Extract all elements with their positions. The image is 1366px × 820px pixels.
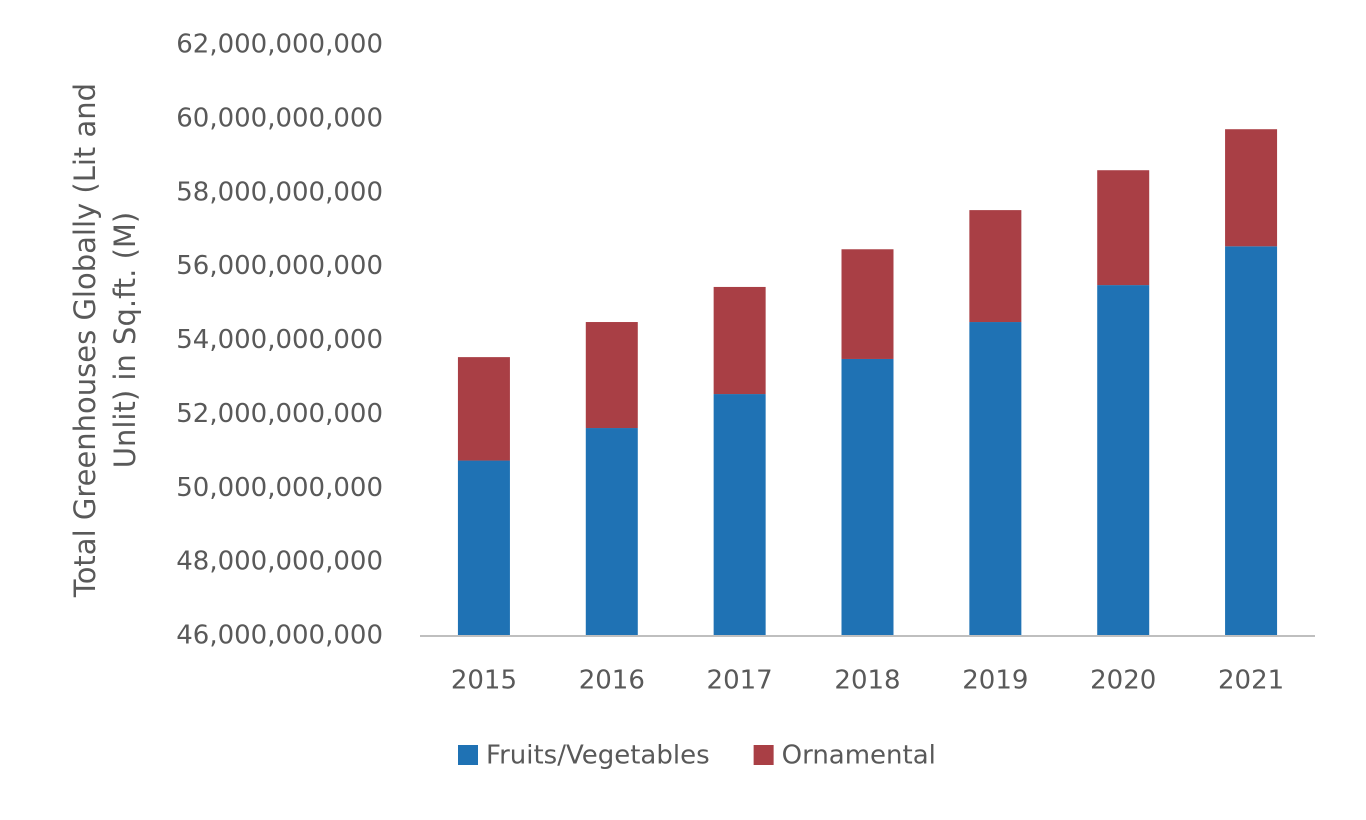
- bar-segment: [1097, 285, 1150, 636]
- bar-segment: [457, 460, 510, 636]
- x-tick-label: 2019: [962, 666, 1028, 696]
- y-tick-label: 62,000,000,000: [176, 30, 383, 60]
- x-tick-label: 2018: [834, 666, 900, 696]
- bar-segment: [969, 322, 1022, 636]
- bar-segment: [841, 358, 894, 636]
- x-tick-label: 2021: [1218, 666, 1284, 696]
- x-tick-label: 2017: [707, 666, 773, 696]
- y-tick-label: 56,000,000,000: [176, 251, 383, 281]
- legend-label: Ornamental: [782, 741, 936, 771]
- y-tick-label: 48,000,000,000: [176, 547, 383, 577]
- bar-segment: [585, 428, 638, 636]
- y-tick-label: 58,000,000,000: [176, 177, 383, 207]
- bar-segment: [585, 322, 638, 429]
- bar-segment: [1097, 170, 1150, 286]
- bar-segment: [841, 249, 894, 359]
- x-tick-label: 2020: [1090, 666, 1156, 696]
- bar-segment: [713, 286, 766, 395]
- legend-swatch: [753, 745, 774, 765]
- y-tick-label: 54,000,000,000: [176, 325, 383, 355]
- y-tick-label: 46,000,000,000: [176, 621, 383, 651]
- bar-segment: [969, 210, 1022, 323]
- x-tick-label: 2016: [579, 666, 645, 696]
- x-tick-label: 2015: [451, 666, 517, 696]
- y-axis-label: Total Greenhouses Globally (Lit and Unli…: [68, 82, 142, 598]
- legend-label: Fruits/Vegetables: [486, 741, 710, 771]
- legend-swatch: [458, 745, 478, 765]
- bar-segment: [1225, 129, 1278, 247]
- y-tick-label: 60,000,000,000: [176, 103, 383, 133]
- bar-segment: [713, 394, 766, 636]
- y-tick-label: 50,000,000,000: [176, 473, 383, 503]
- bar-segment: [1225, 246, 1278, 636]
- bar-segment: [457, 357, 510, 461]
- y-tick-label: 52,000,000,000: [176, 399, 383, 429]
